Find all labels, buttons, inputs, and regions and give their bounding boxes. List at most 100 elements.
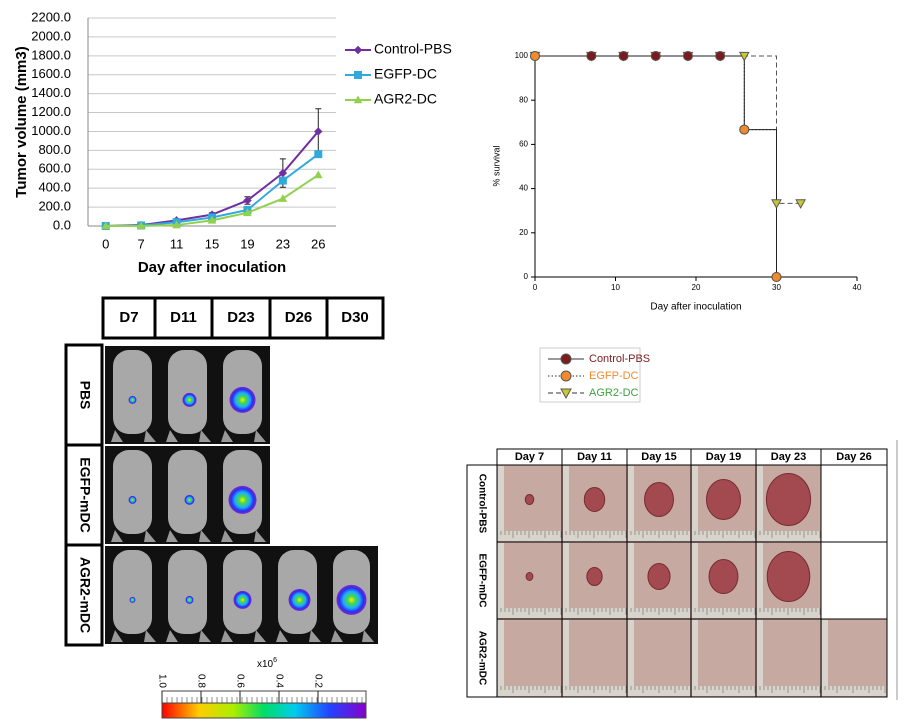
marker [771, 199, 782, 209]
legend-label: Control-PBS [374, 41, 452, 57]
column-header: Day 7 [515, 451, 544, 463]
x-tick-label: 23 [276, 236, 290, 251]
ruler-side [692, 466, 698, 531]
mouse-leg [221, 530, 266, 542]
unit-base: x10 [257, 659, 274, 670]
ruler [498, 531, 561, 541]
marker [243, 208, 252, 217]
y-tick-label: 600.0 [38, 161, 71, 176]
mouse-leg [166, 630, 211, 642]
tumor [586, 567, 603, 586]
marker [243, 196, 252, 205]
ruler [563, 531, 626, 541]
marker [278, 168, 288, 178]
ruler-side [822, 620, 828, 686]
signal [228, 485, 257, 514]
colorbar-tick-label: 0.4 [273, 674, 284, 688]
y-tick-label: 2000.0 [31, 28, 71, 43]
tumor [706, 479, 741, 520]
mouse [113, 350, 152, 434]
column-header: Day 15 [641, 451, 676, 463]
x-tick-label: 7 [138, 236, 145, 251]
tumor [766, 551, 811, 602]
signal [182, 392, 197, 407]
column-header: Day 26 [836, 451, 871, 463]
y-tick-label: 1400.0 [31, 85, 71, 100]
mouse-leg [331, 630, 374, 642]
tumor-photo [496, 618, 563, 698]
column-header: D7 [119, 309, 138, 326]
survival-line [535, 55, 777, 277]
ruler [757, 686, 820, 696]
unit-exponent: 6 [273, 657, 277, 664]
column-header-box [153, 296, 214, 340]
signal [128, 495, 137, 504]
row-header-box [64, 343, 104, 447]
x-axis-label: Day after inoculation [650, 302, 741, 313]
y-tick-label: 60 [519, 140, 528, 149]
marker [560, 370, 572, 382]
y-tick-label: 1800.0 [31, 47, 71, 62]
empty-cell [820, 541, 888, 620]
mouse-leg [276, 630, 321, 642]
legend-label: EGFP-DC [374, 66, 437, 82]
marker [618, 51, 629, 61]
marker [172, 220, 181, 229]
marker [353, 95, 363, 104]
colorbar-unit: x106 [257, 657, 277, 670]
marker [278, 176, 287, 185]
column-header-box [325, 296, 385, 340]
mouse [113, 450, 152, 534]
marker [771, 272, 782, 282]
ruler-side [692, 543, 698, 608]
tumor-volume-chart: 0.0 200.0 400.0 600.0 800.0 1000.0 1200.0 1400.… [13, 9, 452, 276]
mouse [168, 550, 207, 634]
marker [715, 51, 726, 61]
x-axis-label: Day after inoculation [138, 259, 286, 276]
signal [129, 596, 136, 603]
tumor [524, 494, 535, 505]
legend-label: AGR2-DC [589, 387, 639, 399]
y-tick-label: 2200.0 [31, 9, 71, 24]
ruler-side [628, 620, 634, 686]
column-header: Day 19 [706, 451, 741, 463]
colorbar-tick-label: 0.2 [312, 674, 323, 688]
empty-cell [820, 464, 888, 543]
colorbar-tick-label: 0.6 [234, 674, 245, 688]
y-tick-label: 40 [519, 184, 528, 193]
y-tick-label: 400.0 [38, 180, 71, 195]
x-tick-label: 15 [205, 236, 219, 251]
x-tick-label: 20 [692, 283, 701, 292]
marker [738, 51, 750, 62]
row-header: EGFP-mDC [476, 554, 487, 608]
ruler-side [757, 543, 763, 608]
tumor [583, 487, 606, 512]
mouse [168, 350, 207, 434]
y-tick-label: 20 [519, 228, 528, 237]
tumor-photo [561, 618, 628, 698]
x-tick-label: 0 [102, 236, 109, 251]
ruler [757, 608, 820, 618]
ruler-side [628, 543, 634, 608]
colorbar-tick-label: 1.0 [156, 674, 167, 688]
ruler [822, 686, 886, 696]
row-header-column [466, 464, 498, 698]
mouse-leg [111, 430, 156, 442]
mouse [113, 550, 152, 634]
marker [682, 51, 693, 61]
marker [278, 194, 288, 202]
signal [184, 494, 195, 505]
column-header: D26 [285, 309, 313, 326]
tumor [644, 482, 674, 517]
imaging-panel: D7 D11 D23 D26 D30 PBS EGFP-mDC AGR2-mDC 1.0 0.8 0… [64, 296, 385, 719]
survival-chart: 0 10 20 30 40 0 20 40 60 80 100 Day after inoculati… [491, 51, 862, 403]
signal [336, 584, 367, 615]
colorbar [161, 702, 367, 719]
tumor-photo [626, 618, 692, 698]
marker [530, 51, 540, 61]
mouse-leg [111, 630, 156, 642]
x-tick-label: 40 [853, 283, 862, 292]
mouse-leg [221, 430, 266, 442]
row-header: AGR2-mDC [476, 631, 487, 685]
